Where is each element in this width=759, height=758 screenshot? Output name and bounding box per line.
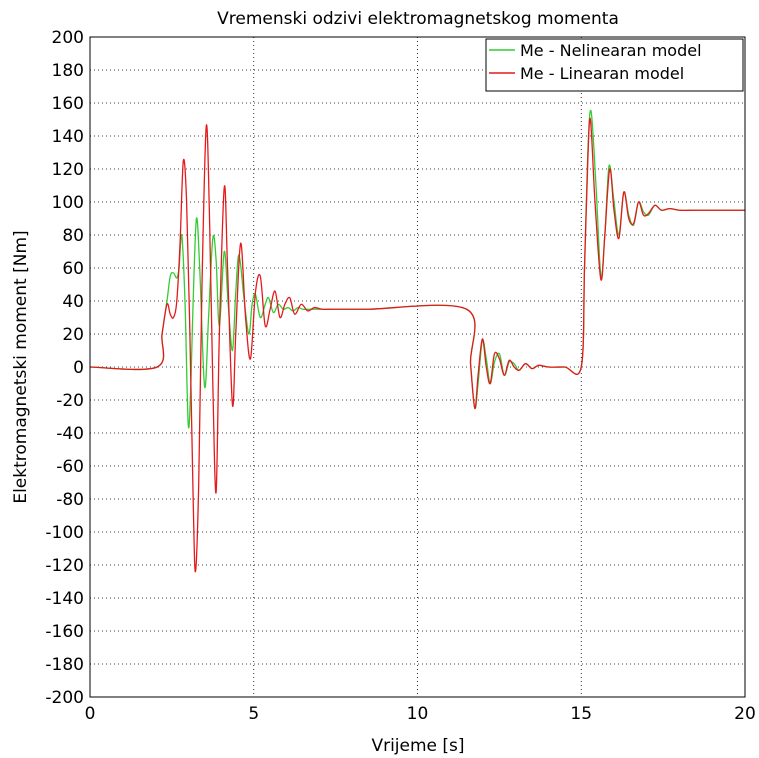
plot-frame — [89, 36, 746, 698]
y-tick-label: 20 — [62, 325, 84, 345]
series-line-linearan — [89, 117, 745, 573]
y-tick-label: -40 — [56, 424, 84, 444]
legend-label-nelinearan: Me - Nelinearan model — [520, 41, 702, 60]
x-axis-label: Vrijeme [s] — [371, 736, 464, 756]
y-tick-label: 200 — [52, 28, 84, 48]
y-tick-label: -180 — [45, 655, 84, 675]
y-tick-label: -160 — [45, 622, 84, 642]
y-tick-label: 180 — [52, 61, 84, 81]
x-tick-label: 15 — [570, 704, 592, 724]
y-tick-label: 160 — [52, 94, 84, 114]
y-tick-label: -100 — [45, 523, 84, 543]
x-tick-label: 5 — [248, 704, 259, 724]
x-tick-label: 0 — [85, 704, 96, 724]
y-tick-label: 0 — [73, 358, 84, 378]
chart-title: Vremenski odzivi elektromagnetskog momen… — [217, 9, 619, 29]
y-tick-label: 60 — [62, 259, 84, 279]
y-tick-label: 40 — [62, 292, 84, 312]
y-tick-label: -60 — [56, 457, 84, 477]
y-tick-label: 80 — [62, 226, 84, 246]
grid-lines — [90, 37, 745, 697]
legend-label-linearan: Me - Linearan model — [520, 64, 684, 83]
x-tick-label: 10 — [407, 704, 429, 724]
tick-labels: -200-180-160-140-120-100-80-60-40-200204… — [45, 28, 755, 724]
y-tick-label: -120 — [45, 556, 84, 576]
y-tick-label: -20 — [56, 391, 84, 411]
y-tick-label: 100 — [52, 193, 84, 213]
x-tick-label: 20 — [734, 704, 756, 724]
y-tick-label: 140 — [52, 127, 84, 147]
y-tick-label: -80 — [56, 490, 84, 510]
y-axis-label: Elektromagnetski moment [Nm] — [11, 230, 31, 503]
series-lines — [89, 109, 745, 573]
y-tick-label: 120 — [52, 160, 84, 180]
legend-box — [485, 38, 744, 92]
legend: Me - Nelinearan model Me - Linearan mode… — [485, 38, 744, 92]
y-tick-label: -200 — [45, 688, 84, 708]
y-tick-label: -140 — [45, 589, 84, 609]
